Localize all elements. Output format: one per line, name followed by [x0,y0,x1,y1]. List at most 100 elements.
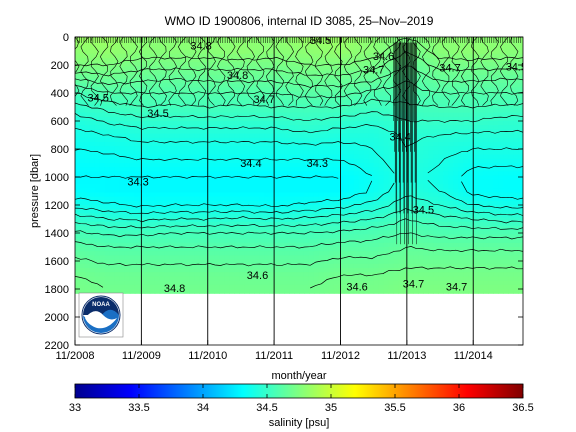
field-cell [463,91,469,97]
field-cell [229,238,235,244]
field-cell [313,255,320,261]
field-cell [139,196,146,202]
field-cell [303,108,310,114]
field-cell [303,87,310,93]
field-cell [423,167,430,172]
field-cell [224,284,230,290]
field-cell [79,263,86,269]
field-cell [234,242,240,248]
field-cell [254,146,260,151]
field-cell [79,45,86,51]
field-cell [189,268,196,273]
field-cell [294,289,300,294]
field-cell [433,196,439,202]
field-cell [328,58,335,63]
field-cell [194,108,201,114]
field-cell [438,41,444,46]
field-cell [249,184,255,189]
field-cell [89,255,96,261]
field-cell [463,284,469,290]
field-cell [403,200,410,206]
field-cell [413,196,420,202]
field-cell [388,66,395,72]
field-cell [229,280,235,286]
field-cell [308,104,315,109]
field-cell [279,58,285,63]
field-cell [453,150,459,156]
field-cell [224,137,230,143]
field-cell [94,142,101,147]
field-cell [124,158,131,164]
field-cell [388,230,395,235]
field-cell [164,175,171,181]
field-cell [318,58,325,63]
field-cell [313,276,320,282]
field-cell [378,230,385,235]
field-cell [428,217,434,223]
field-cell [438,95,444,101]
field-cell [124,263,131,269]
field-cell [388,192,395,198]
field-cell [338,209,345,214]
field-cell [418,192,425,198]
field-cell [159,234,166,240]
field-cell [353,251,360,256]
field-cell [303,209,310,214]
field-cell [443,66,449,72]
field-cell [458,171,464,177]
field-cell [299,95,305,101]
field-cell [239,167,245,172]
field-cell [269,255,275,261]
field-cell [149,268,156,273]
field-cell [468,37,474,42]
field-cell [109,188,116,193]
field-cell [104,259,111,265]
field-cell [333,230,340,235]
field-cell [448,146,454,151]
field-cell [393,146,400,151]
field-cell [269,272,275,277]
field-cell [204,74,210,80]
field-cell [114,171,121,177]
field-cell [358,104,365,109]
field-cell [244,289,250,294]
field-cell [134,221,141,227]
field-cell [458,276,464,282]
field-cell [438,251,444,256]
field-cell [289,87,295,93]
field-cell [363,263,370,269]
field-cell [79,192,86,198]
field-cell [284,289,290,294]
field-cell [423,150,430,156]
field-cell [119,272,126,277]
field-cell [244,112,250,118]
field-cell [269,133,275,139]
field-cell [284,70,290,76]
field-cell [279,251,285,256]
field-cell [323,45,330,51]
field-cell [403,289,410,294]
field-cell [219,112,225,118]
field-cell [478,179,484,185]
field-cell [84,230,91,235]
field-cell [214,263,220,269]
field-cell [169,171,176,177]
field-cell [104,45,111,51]
field-cell [313,192,320,198]
field-cell [164,91,171,97]
field-cell [249,284,255,290]
field-cell [423,112,430,118]
field-cell [229,62,235,67]
field-cell [463,53,469,59]
field-cell [84,142,91,147]
field-cell [94,150,101,156]
field-cell [328,158,335,164]
field-cell [129,146,136,151]
field-cell [299,263,305,269]
field-cell [443,196,449,202]
field-cell [313,205,320,210]
field-cell [99,154,106,160]
field-cell [264,230,270,235]
field-cell [423,230,430,235]
field-cell [433,179,439,185]
